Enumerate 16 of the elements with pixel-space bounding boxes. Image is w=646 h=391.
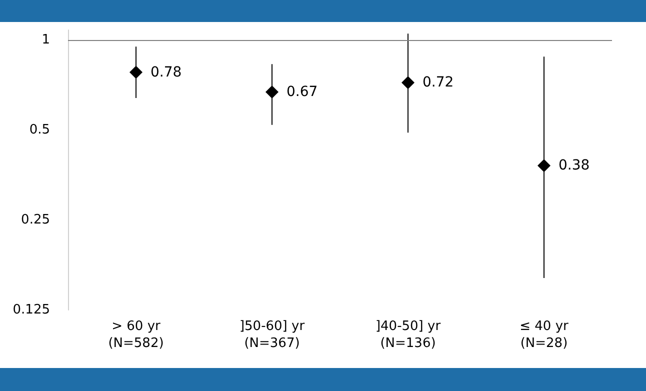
point xyxy=(130,66,142,79)
point xyxy=(266,85,278,98)
x-tick-label: ≤ 40 yr (N=28) xyxy=(520,319,570,351)
y-tick-label: 0.5 xyxy=(29,122,50,138)
y-tick-label: 0.125 xyxy=(12,302,50,318)
x-tick-label: ]50-60] yr (N=367) xyxy=(239,319,306,351)
point xyxy=(402,76,414,90)
y-tick-label: 0.25 xyxy=(21,212,50,228)
y-tick-label: 1 xyxy=(42,32,50,48)
point xyxy=(538,159,550,172)
data-label: 0.72 xyxy=(422,74,454,91)
data-label: 0.78 xyxy=(150,64,182,80)
data-label: 0.67 xyxy=(286,84,318,100)
data-label: 0.38 xyxy=(558,158,590,174)
x-tick-label: ]40-50] yr (N=136) xyxy=(375,319,442,351)
x-tick-label: > 60 yr (N=582) xyxy=(108,319,164,351)
